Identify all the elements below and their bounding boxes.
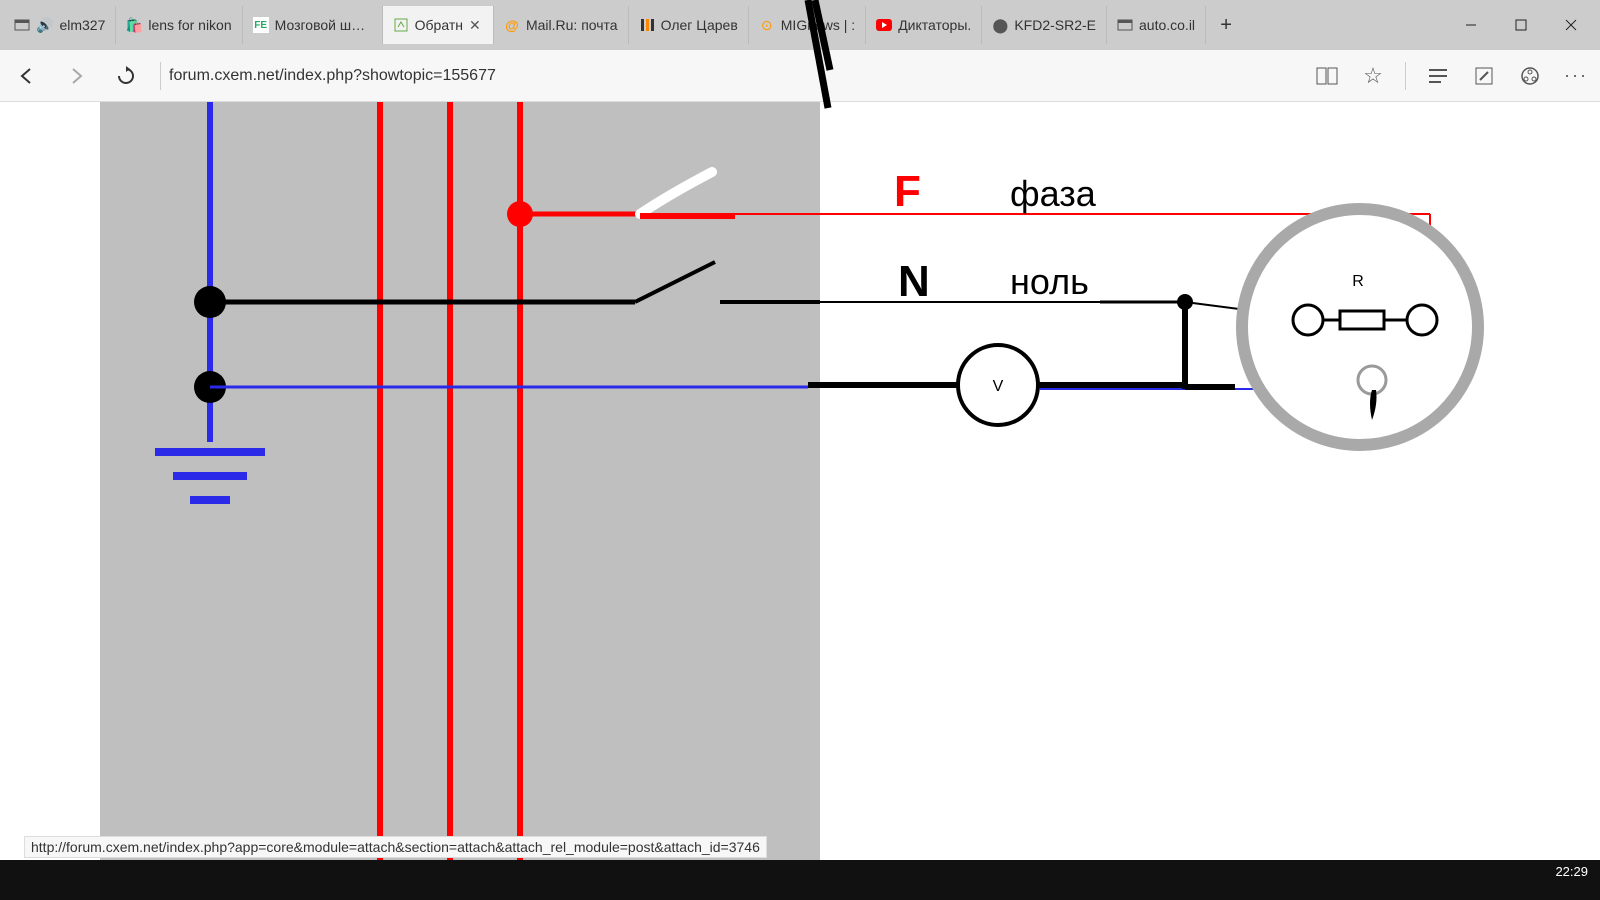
toolbar-right: ☆ ··· xyxy=(1313,62,1590,90)
url-text: forum.cxem.net/index.php?showtopic=15567… xyxy=(169,67,496,85)
reading-view-icon[interactable] xyxy=(1313,62,1341,90)
fav-icon xyxy=(393,17,409,33)
tab-label: Мозговой штурм xyxy=(275,17,372,33)
page-content: V R F фаза N ноль http://forum.cxem.n xyxy=(0,102,1600,860)
fav-icon xyxy=(639,17,655,33)
socket: R xyxy=(1242,209,1478,445)
window-controls xyxy=(1446,0,1596,50)
voltmeter: V xyxy=(958,345,1038,425)
new-tab-button[interactable]: + xyxy=(1206,14,1246,37)
tab-lens[interactable]: 🛍️ lens for nikon xyxy=(116,6,242,44)
phase-text: фаза xyxy=(1010,173,1097,214)
tab-label: elm327 xyxy=(59,17,105,33)
tab-label: Mail.Ru: почта xyxy=(526,17,618,33)
tab-diktatory[interactable]: Диктаторы. xyxy=(866,6,982,44)
phase-letter: F xyxy=(894,167,921,216)
fav-icon: 🛍️ xyxy=(126,17,142,33)
share-icon[interactable] xyxy=(1516,62,1544,90)
tab-auto[interactable]: auto.co.il xyxy=(1107,6,1206,44)
maximize-button[interactable] xyxy=(1496,0,1546,50)
page-icon xyxy=(14,17,30,33)
browser-tab-bar: 🔊 elm327 🛍️ lens for nikon FE Мозговой ш… xyxy=(0,0,1600,50)
fav-icon: @ xyxy=(504,17,520,33)
tab-label: lens for nikon xyxy=(148,17,231,33)
tab-obratn[interactable]: Обратн ✕ xyxy=(383,6,494,44)
status-text: http://forum.cxem.net/index.php?app=core… xyxy=(31,839,760,855)
tab-mignews[interactable]: ⊙ MIGnews | : xyxy=(749,6,866,44)
back-button[interactable] xyxy=(10,60,42,92)
sound-icon: 🔊 xyxy=(36,17,53,34)
youtube-icon xyxy=(876,17,892,33)
hub-icon[interactable] xyxy=(1424,62,1452,90)
refresh-button[interactable] xyxy=(110,60,142,92)
separator xyxy=(1405,62,1406,90)
fav-icon: ⬤ xyxy=(992,17,1008,33)
status-bar: http://forum.cxem.net/index.php?app=core… xyxy=(24,836,767,858)
tab-mailru[interactable]: @ Mail.Ru: почта xyxy=(494,6,629,44)
notes-icon[interactable] xyxy=(1470,62,1498,90)
url-field[interactable]: forum.cxem.net/index.php?showtopic=15567… xyxy=(160,62,1295,90)
address-bar: forum.cxem.net/index.php?showtopic=15567… xyxy=(0,50,1600,102)
neutral-letter: N xyxy=(898,257,930,306)
close-tab-icon[interactable]: ✕ xyxy=(469,17,483,34)
tab-label: Диктаторы. xyxy=(898,17,971,33)
tab-label: Обратн xyxy=(415,17,463,33)
tab-kfd2[interactable]: ⬤ KFD2-SR2-E xyxy=(982,6,1107,44)
neutral-text: ноль xyxy=(1010,261,1089,302)
voltmeter-label: V xyxy=(993,378,1004,395)
close-window-button[interactable] xyxy=(1546,0,1596,50)
fav-icon: FE xyxy=(253,17,269,33)
page-icon xyxy=(1117,17,1133,33)
forward-button[interactable] xyxy=(60,60,92,92)
circuit-diagram: V R F фаза N ноль xyxy=(0,102,1600,860)
tab-elm327[interactable]: 🔊 elm327 xyxy=(4,6,116,44)
resistor-label: R xyxy=(1352,273,1364,290)
windows-taskbar[interactable]: 22:29 xyxy=(0,860,1600,900)
neutral-wire xyxy=(194,262,1293,318)
tab-label: auto.co.il xyxy=(1139,17,1195,33)
more-icon[interactable]: ··· xyxy=(1562,62,1590,90)
ground-symbol xyxy=(155,452,265,500)
tab-oleg[interactable]: Олег Царев xyxy=(629,6,749,44)
fav-icon: ⊙ xyxy=(759,17,775,33)
minimize-button[interactable] xyxy=(1446,0,1496,50)
tab-label: KFD2-SR2-E xyxy=(1014,17,1096,33)
tab-mozgovoy[interactable]: FE Мозговой штурм xyxy=(243,6,383,44)
taskbar-clock[interactable]: 22:29 xyxy=(1555,864,1588,879)
favorite-icon[interactable]: ☆ xyxy=(1359,62,1387,90)
tab-label: Олег Царев xyxy=(661,17,738,33)
tab-label: MIGnews | : xyxy=(781,17,855,33)
